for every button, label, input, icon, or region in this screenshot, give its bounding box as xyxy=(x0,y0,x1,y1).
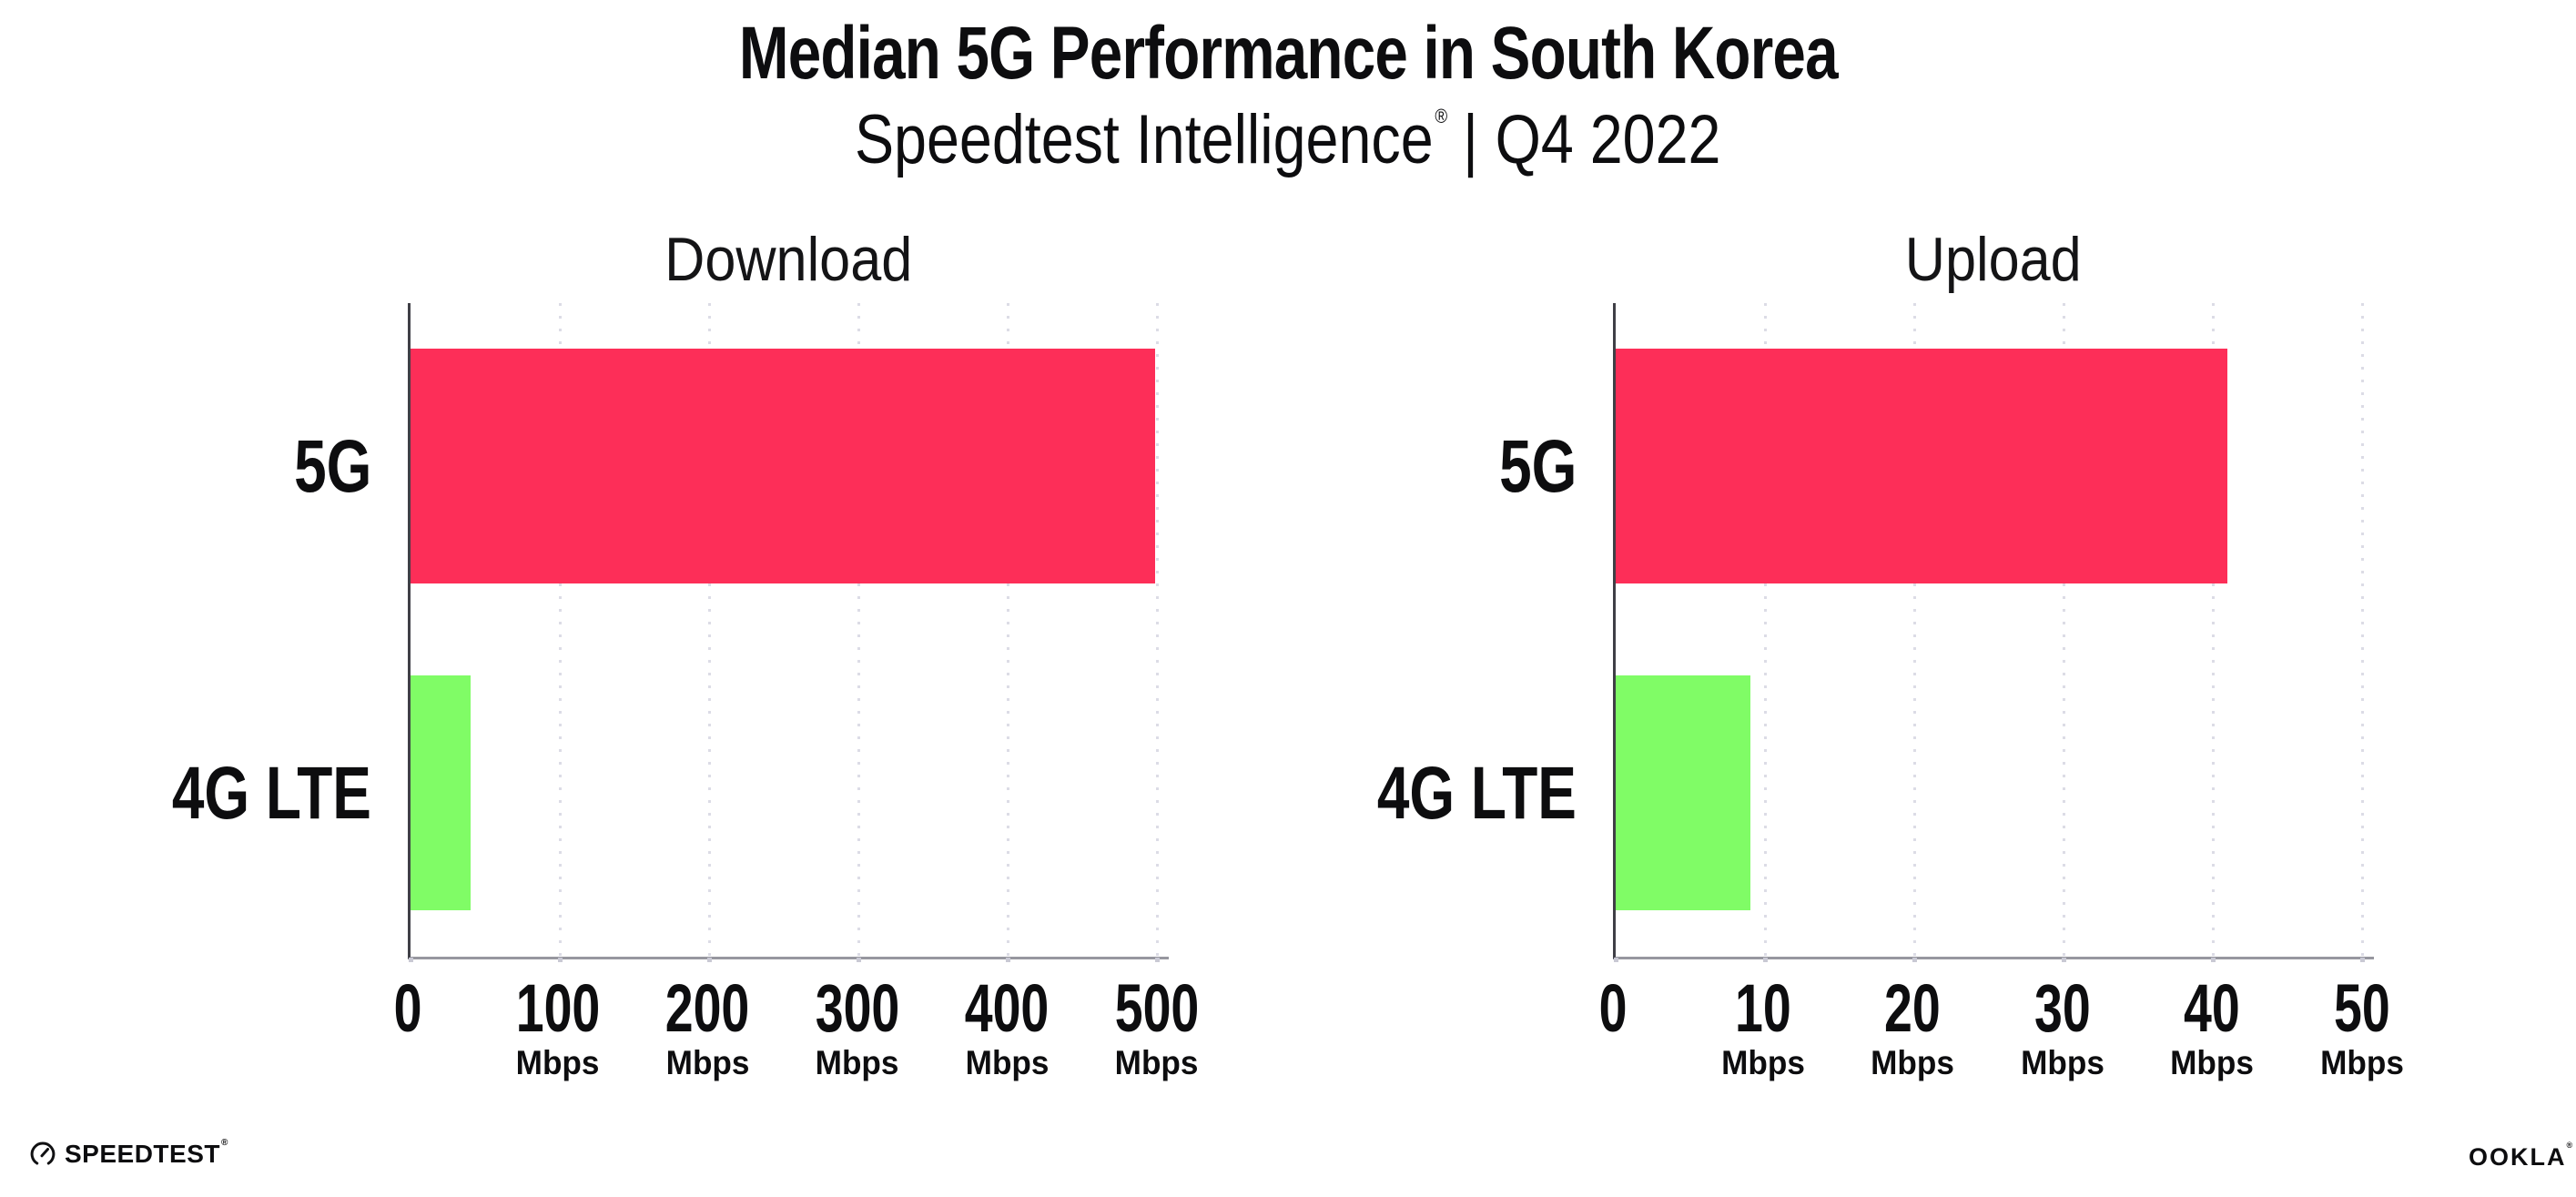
gridline-100 xyxy=(558,303,562,957)
bar-4g-lte xyxy=(1616,675,1750,910)
y-axis-label-text: 4G LTE xyxy=(171,751,371,835)
x-tick-value: 20 xyxy=(1884,970,1941,1046)
axis-tick-mark-20 xyxy=(1912,958,1917,962)
plot-area xyxy=(408,303,1169,962)
gridline-20 xyxy=(1912,303,1916,957)
bar-4g-lte xyxy=(411,675,471,910)
registered-trademark-mark: ® xyxy=(1435,105,1448,128)
y-axis-label-text: 5G xyxy=(293,424,371,508)
ookla-wordmark: OOKLA xyxy=(2469,1143,2567,1171)
x-tick-0: 0 xyxy=(389,974,426,1043)
x-tick-unit: Mbps xyxy=(2170,1044,2255,1081)
x-tick-0: 0 xyxy=(1594,974,1631,1043)
y-axis-label-4g-lte: 4G LTE xyxy=(1377,630,1613,957)
x-tick-value: 400 xyxy=(964,970,1050,1046)
axis-tick-mark-200 xyxy=(706,958,712,962)
chart-body: 5G 4G LTE xyxy=(1377,303,2374,962)
gauge-icon xyxy=(29,1141,56,1168)
y-axis-label-5g: 5G xyxy=(180,303,408,630)
subtitle-brand: Speedtest Intelligence xyxy=(855,101,1434,179)
x-tick-value: 300 xyxy=(815,970,899,1046)
x-tick-50: 50 Mbps xyxy=(2318,974,2407,1081)
y-axis-label-text: 5G xyxy=(1498,424,1577,508)
x-tick-unit: Mbps xyxy=(965,1044,1050,1081)
axis-tick-mark-0 xyxy=(1614,958,1618,962)
speedtest-registered-mark: ® xyxy=(220,1138,228,1148)
speedtest-wordmark: SPEEDTEST® xyxy=(65,1138,228,1168)
subtitle-separator: | xyxy=(1463,101,1479,179)
gridline-300 xyxy=(857,303,860,957)
x-tick-unit: Mbps xyxy=(515,1044,600,1081)
axis-tick-mark-10 xyxy=(1762,958,1768,962)
x-tick-value: 100 xyxy=(515,970,600,1046)
axis-tick-mark-30 xyxy=(2061,958,2066,962)
ookla-registered-mark: ® xyxy=(2566,1141,2575,1150)
axis-tick-mark-300 xyxy=(856,958,861,962)
gridline-50 xyxy=(2360,303,2364,957)
subtitle-period: Q4 2022 xyxy=(1495,101,1721,179)
chart-title-download: Download xyxy=(664,225,913,294)
gridline-400 xyxy=(1006,303,1009,957)
x-tick-20: 20 Mbps xyxy=(1869,974,1957,1081)
x-tick-500: 500 Mbps xyxy=(1100,974,1212,1081)
x-tick-100: 100 Mbps xyxy=(502,974,614,1081)
axis-tick-mark-0 xyxy=(409,958,413,962)
bar-5g xyxy=(411,349,1156,583)
x-tick-400: 400 Mbps xyxy=(951,974,1063,1081)
x-tick-value: 0 xyxy=(393,970,422,1046)
chart-title-upload: Upload xyxy=(1905,225,2082,294)
x-axis: 0 10 Mbps 20 Mbps 30 Mbps 40 Mbps 50 Mbps xyxy=(1599,974,2404,1101)
x-tick-unit: Mbps xyxy=(2020,1044,2104,1081)
bar-5g xyxy=(1616,349,2228,583)
chart-body: 5G 4G LTE xyxy=(172,303,1169,962)
x-tick-value: 50 xyxy=(2333,970,2390,1046)
x-axis: 0 100 Mbps 200 Mbps 300 Mbps 400 Mbps 500 Mbps xyxy=(394,974,1200,1101)
page-title: Median 5G Performance in South Korea xyxy=(0,12,2576,95)
x-tick-value: 200 xyxy=(664,970,750,1046)
x-tick-value: 30 xyxy=(2033,970,2091,1046)
x-tick-unit: Mbps xyxy=(665,1044,750,1081)
y-axis-label-text: 4G LTE xyxy=(1376,751,1577,835)
speedtest-logo: SPEEDTEST® xyxy=(29,1138,228,1169)
x-tick-value: 500 xyxy=(1114,970,1200,1046)
ookla-logo: OOKLA® xyxy=(2469,1141,2575,1172)
x-tick-200: 200 Mbps xyxy=(651,974,763,1081)
x-tick-300: 300 Mbps xyxy=(801,974,913,1081)
x-tick-40: 40 Mbps xyxy=(2168,974,2257,1081)
plot-area xyxy=(1613,303,2374,962)
x-tick-value: 0 xyxy=(1598,970,1628,1046)
x-tick-unit: Mbps xyxy=(815,1044,899,1081)
y-axis-labels: 5G 4G LTE xyxy=(172,303,408,959)
y-axis-labels: 5G 4G LTE xyxy=(1377,303,1613,959)
chart-upload: Upload 5G 4G LTE 0 10 Mbps 20 Mbps 30 Mbps 40 Mbp… xyxy=(1377,222,2404,1101)
axis-tick-mark-400 xyxy=(1005,958,1010,962)
x-tick-10: 10 Mbps xyxy=(1719,974,1807,1081)
gridline-500 xyxy=(1155,303,1159,957)
y-axis-label-4g-lte: 4G LTE xyxy=(172,630,408,957)
x-tick-value: 40 xyxy=(2184,970,2241,1046)
x-tick-unit: Mbps xyxy=(1720,1044,1805,1081)
gridline-10 xyxy=(1763,303,1767,957)
x-tick-value: 10 xyxy=(1734,970,1791,1046)
gridline-30 xyxy=(2062,303,2065,957)
axis-tick-mark-100 xyxy=(557,958,563,962)
x-tick-unit: Mbps xyxy=(2319,1044,2404,1081)
axis-tick-mark-500 xyxy=(1154,958,1160,962)
page-title-text: Median 5G Performance in South Korea xyxy=(738,12,1839,95)
page-subtitle: Speedtest Intelligence® | Q4 2022 xyxy=(0,104,2576,177)
header: Median 5G Performance in South Korea Spe… xyxy=(0,0,2576,177)
chart-download: Download 5G 4G LTE 0 100 Mbps 200 Mbps 300 Mbps… xyxy=(172,222,1200,1101)
axis-tick-mark-50 xyxy=(2359,958,2365,962)
gridline-200 xyxy=(707,303,711,957)
y-axis-label-5g: 5G xyxy=(1385,303,1613,630)
x-tick-30: 30 Mbps xyxy=(2018,974,2106,1081)
x-tick-unit: Mbps xyxy=(1114,1044,1199,1081)
x-tick-unit: Mbps xyxy=(1871,1044,1955,1081)
gridline-40 xyxy=(2211,303,2215,957)
axis-tick-mark-40 xyxy=(2210,958,2216,962)
